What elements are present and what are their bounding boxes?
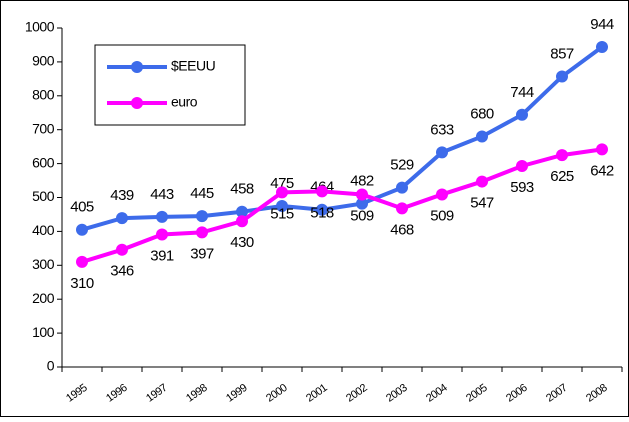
y-tick-label: 800 xyxy=(32,87,55,103)
line xyxy=(81,147,603,264)
data-label: 458 xyxy=(230,181,254,198)
point xyxy=(436,146,448,159)
data-label: 482 xyxy=(350,173,374,190)
data-label: 509 xyxy=(430,207,454,224)
y-tick-label: 300 xyxy=(32,256,55,272)
data-label: 944 xyxy=(590,16,614,33)
point xyxy=(356,188,368,201)
y-tick-label: 700 xyxy=(32,120,55,136)
data-label: 680 xyxy=(470,105,494,122)
legend: $EEUU euro xyxy=(94,44,246,126)
point xyxy=(236,205,248,218)
data-label: 857 xyxy=(550,45,574,62)
data-label: 445 xyxy=(190,185,214,202)
point xyxy=(116,243,128,256)
legend-box xyxy=(94,44,246,126)
point xyxy=(76,255,88,268)
legend-marker xyxy=(131,97,143,109)
point xyxy=(516,159,528,172)
y-tick-label: 0 xyxy=(47,358,55,374)
point xyxy=(476,130,488,143)
y-tick-label: 600 xyxy=(32,154,55,170)
point xyxy=(356,197,368,210)
data-label: 744 xyxy=(510,84,534,101)
data-label: 405 xyxy=(70,199,94,216)
y-tick-label: 900 xyxy=(32,53,55,69)
data-label: 443 xyxy=(150,186,174,203)
data-label: 633 xyxy=(430,121,454,138)
point xyxy=(76,223,88,236)
y-tick-label: 400 xyxy=(32,222,55,238)
data-label: 346 xyxy=(110,263,134,280)
data-label: 625 xyxy=(550,168,574,185)
point xyxy=(196,226,208,239)
point xyxy=(596,143,608,156)
y-tick-label: 500 xyxy=(32,188,55,204)
data-label: 515 xyxy=(270,205,294,222)
data-label: 430 xyxy=(230,234,254,251)
data-label: 439 xyxy=(110,187,134,204)
point xyxy=(596,40,608,53)
point xyxy=(116,212,128,225)
data-label: 475 xyxy=(270,175,294,192)
point xyxy=(316,185,328,198)
data-label: 391 xyxy=(150,247,174,264)
point xyxy=(156,228,168,241)
point xyxy=(316,203,328,216)
legend-label: euro xyxy=(171,94,198,110)
point xyxy=(396,202,408,215)
data-label: 642 xyxy=(590,162,614,179)
data-label: 468 xyxy=(390,221,414,238)
point xyxy=(276,199,288,212)
point xyxy=(276,186,288,199)
point xyxy=(196,210,208,223)
data-label: 310 xyxy=(70,275,94,292)
point xyxy=(436,188,448,201)
data-label: 529 xyxy=(390,157,414,174)
point xyxy=(476,175,488,188)
point xyxy=(516,108,528,121)
data-label: 509 xyxy=(350,207,374,224)
y-tick-label: 100 xyxy=(32,324,55,340)
data-label: 397 xyxy=(190,245,214,262)
point xyxy=(396,181,408,194)
data-label: 518 xyxy=(310,204,334,221)
data-label: 547 xyxy=(470,195,494,212)
point xyxy=(556,70,568,83)
legend-marker xyxy=(131,61,143,73)
y-tick-label: 1000 xyxy=(25,19,55,35)
point xyxy=(236,215,248,228)
point xyxy=(156,210,168,223)
y-tick-label: 200 xyxy=(32,290,55,306)
data-label: 593 xyxy=(510,179,534,196)
line xyxy=(81,45,604,232)
legend-label: $EEUU xyxy=(171,58,216,74)
point xyxy=(556,149,568,162)
